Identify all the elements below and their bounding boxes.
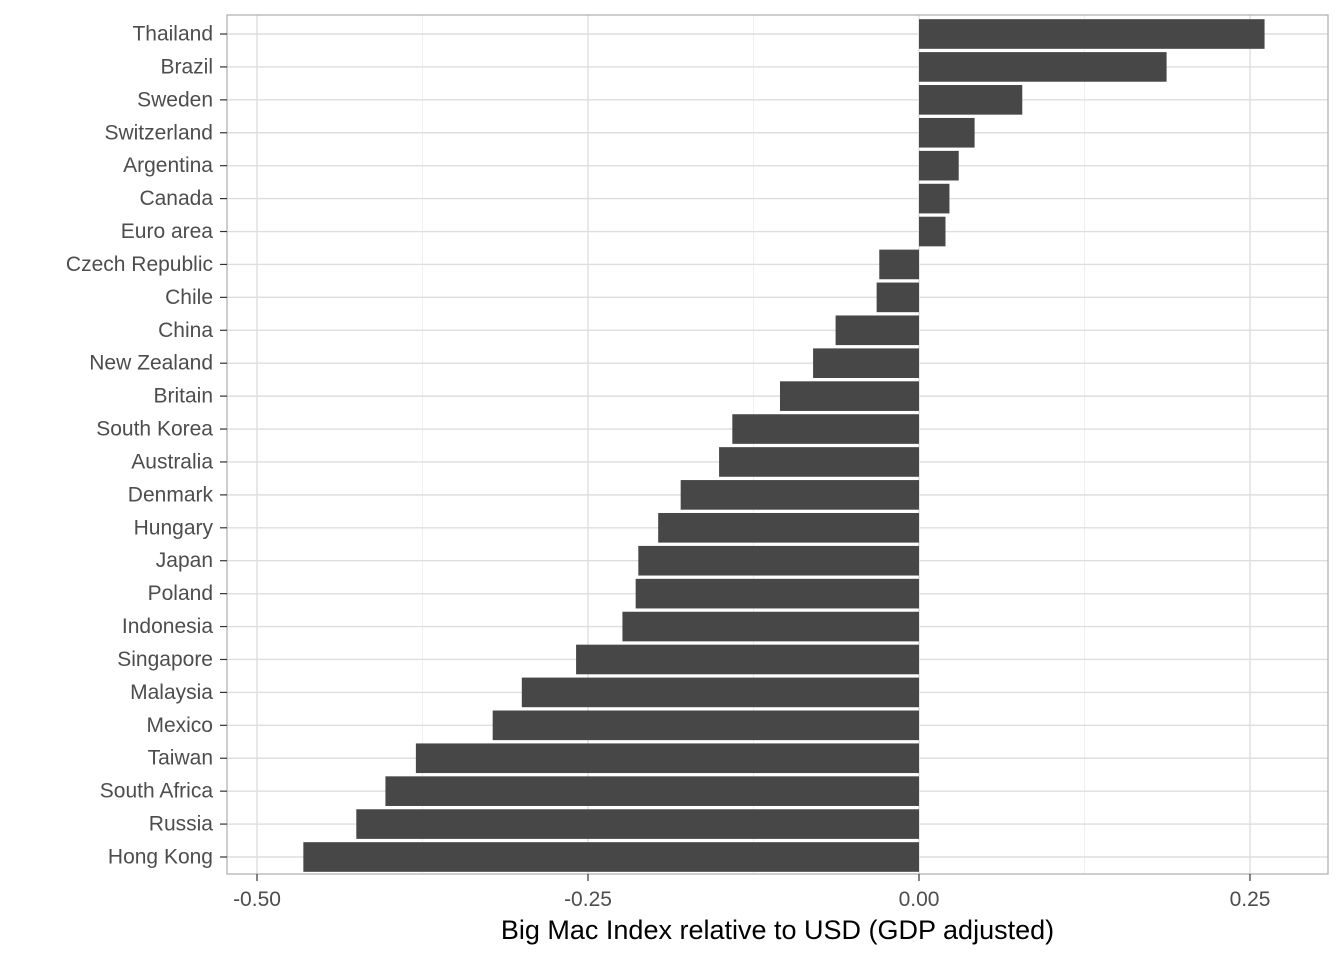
bar bbox=[919, 117, 975, 148]
bar bbox=[521, 677, 919, 708]
bar bbox=[719, 447, 919, 477]
bar bbox=[919, 52, 1167, 82]
y-tick-label: Denmark bbox=[128, 483, 214, 506]
bar bbox=[658, 512, 919, 543]
y-tick-label: Indonesia bbox=[122, 615, 213, 638]
bar bbox=[779, 381, 919, 411]
bar bbox=[919, 183, 950, 214]
bar bbox=[919, 150, 959, 181]
panel-border bbox=[226, 14, 1329, 875]
bar bbox=[492, 710, 919, 741]
y-tick-label: Australia bbox=[131, 450, 213, 473]
bar bbox=[356, 809, 919, 839]
y-tick-label: Euro area bbox=[121, 220, 214, 243]
y-tick-label: Mexico bbox=[146, 714, 213, 737]
bar bbox=[635, 578, 919, 609]
y-tick-label: Japan bbox=[156, 549, 213, 572]
y-tick-label: China bbox=[158, 319, 213, 342]
y-tick-label: Switzerland bbox=[104, 121, 213, 144]
y-tick-label: Czech Republic bbox=[66, 253, 213, 276]
x-axis: -0.50 -0.25 0.00 0.25 bbox=[233, 874, 1270, 911]
y-tick-label: Hungary bbox=[134, 516, 214, 539]
y-tick-label: Russia bbox=[149, 813, 214, 836]
x-tick-label: -0.25 bbox=[564, 888, 612, 911]
bar bbox=[622, 611, 919, 642]
y-tick-label: South Korea bbox=[96, 418, 213, 441]
y-tick-label: South Africa bbox=[100, 780, 214, 803]
x-tick-label: -0.50 bbox=[233, 888, 281, 911]
bar bbox=[813, 348, 919, 379]
bar bbox=[385, 776, 920, 806]
bar bbox=[638, 545, 919, 576]
bar bbox=[876, 282, 919, 313]
y-tick-label: Thailand bbox=[132, 23, 213, 46]
bar bbox=[919, 216, 946, 247]
y-tick-label: Brazil bbox=[160, 55, 213, 78]
bar bbox=[919, 19, 1265, 49]
y-tick-label: New Zealand bbox=[89, 352, 213, 375]
bar bbox=[576, 644, 919, 675]
x-axis-title: Big Mac Index relative to USD (GDP adjus… bbox=[501, 915, 1054, 945]
y-tick-label: Poland bbox=[148, 582, 213, 605]
bars bbox=[303, 19, 1265, 872]
bar bbox=[835, 315, 919, 346]
bar bbox=[879, 249, 919, 280]
x-tick-label: 0.00 bbox=[899, 888, 940, 911]
bar bbox=[680, 480, 919, 510]
y-tick-label: Hong Kong bbox=[108, 846, 213, 869]
y-tick-label: Singapore bbox=[117, 648, 213, 671]
bar bbox=[732, 414, 919, 444]
y-tick-label: Sweden bbox=[137, 88, 213, 111]
x-tick-label: 0.25 bbox=[1230, 888, 1271, 911]
y-tick-label: Britain bbox=[153, 385, 213, 408]
bar bbox=[415, 743, 919, 774]
y-tick-label: Argentina bbox=[123, 154, 213, 177]
y-tick-label: Chile bbox=[165, 286, 213, 309]
y-axis: Thailand Brazil Sweden Switzerland Argentina… bbox=[66, 23, 227, 869]
bar bbox=[303, 842, 920, 872]
y-tick-label: Taiwan bbox=[148, 747, 213, 770]
y-tick-label: Malaysia bbox=[130, 681, 213, 704]
bar bbox=[919, 85, 1023, 115]
y-tick-label: Canada bbox=[139, 187, 213, 210]
